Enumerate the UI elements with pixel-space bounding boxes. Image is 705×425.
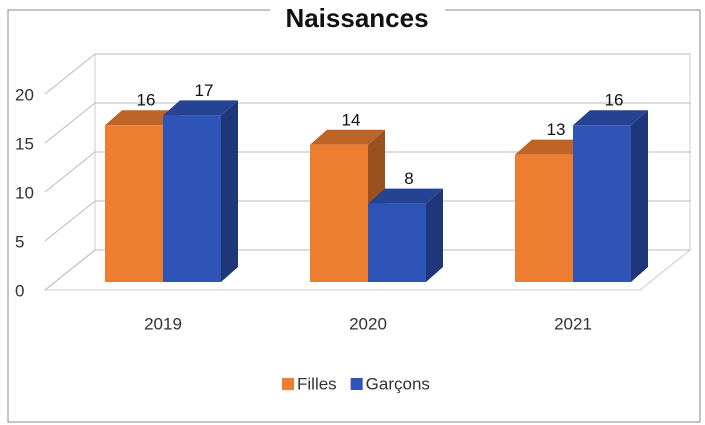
grid-line [44,151,690,193]
legend-label: Filles [297,374,337,393]
y-tick-label: 10 [15,183,34,202]
bar-top [105,110,180,126]
legend-swatch [282,378,294,390]
grid-line [44,249,690,291]
chart-title: Naissances [285,3,428,33]
x-tick-label: 2020 [349,314,387,333]
y-tick-label: 5 [15,232,24,251]
x-tick-label: 2021 [554,314,592,333]
bar-side [631,110,648,282]
bar [163,100,238,283]
bar [573,110,648,282]
value-label: 17 [195,81,214,100]
legend-swatch [350,378,363,390]
grid-line [44,200,690,242]
bar-top [310,129,385,145]
y-tick-label: 15 [15,134,34,153]
bar-front [163,115,221,283]
bar-top [163,100,238,116]
bar-top [368,188,443,204]
bar-side [426,188,443,282]
bar [368,188,443,282]
grid-line [44,102,690,144]
value-label: 14 [342,110,361,129]
bar-top [573,110,648,126]
value-label: 13 [547,120,566,139]
bar-front [368,203,426,282]
bar-front [573,125,631,282]
bar-side [221,100,238,283]
value-label: 8 [404,169,413,188]
x-tick-label: 2019 [144,314,182,333]
legend-label: Garçons [366,374,430,393]
bar-front [105,125,163,282]
title-background [270,2,445,32]
bar-top [515,139,590,155]
bar-front [515,154,573,282]
y-tick-label: 0 [15,281,24,300]
value-label: 16 [137,91,156,110]
grid-line [44,53,690,95]
y-tick-label: 20 [15,85,34,104]
value-label: 16 [605,91,624,110]
bar-front [310,144,368,282]
